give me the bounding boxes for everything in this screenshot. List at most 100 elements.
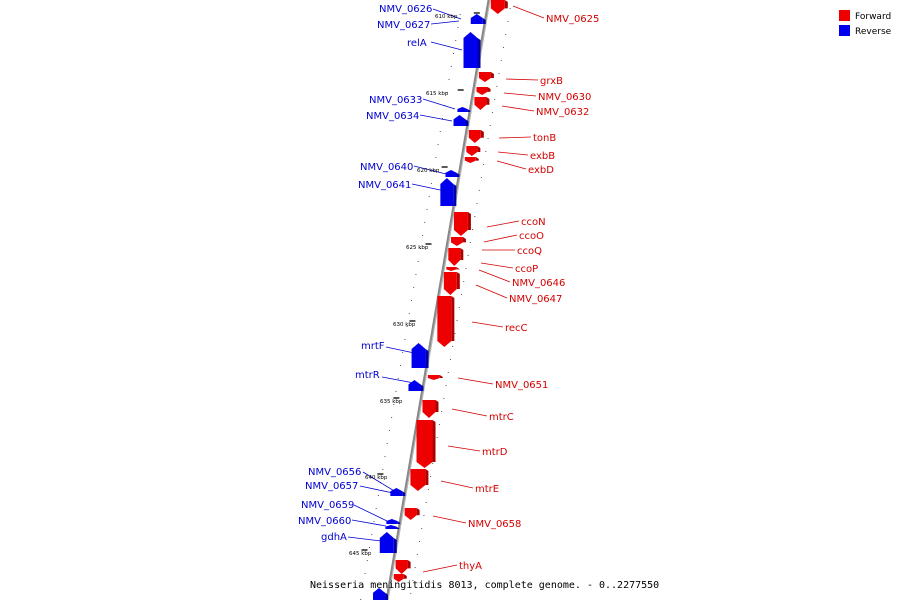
gene-label-reverse[interactable]: gdhA [321, 532, 347, 543]
gene-arrow-forward-shade [456, 267, 460, 270]
leader-line-reverse [422, 98, 456, 110]
scale-dot [485, 151, 487, 152]
scale-dot [432, 463, 434, 464]
gene-label-forward[interactable]: exbD [528, 165, 554, 176]
scale-dot [417, 261, 419, 262]
leader-line-forward [483, 234, 518, 243]
gene-arrow-forward [443, 272, 457, 295]
scale-dot [421, 528, 423, 529]
gene-arrow-forward-shade [480, 130, 484, 138]
scale-dot [382, 469, 384, 470]
scale-dot [437, 144, 439, 145]
gene-label-reverse[interactable]: NMV_0634 [366, 111, 419, 122]
scale-dot [377, 495, 379, 496]
legend-label-forward: Forward [855, 12, 891, 22]
gene-label-forward[interactable]: NMV_0630 [538, 92, 591, 103]
gene-arrow-forward [393, 574, 404, 582]
gene-arrow-reverse-shade [397, 521, 401, 524]
gene-arrow-reverse-shade [385, 592, 389, 600]
scale-dot [457, 27, 459, 28]
gene-label-forward[interactable]: exbB [530, 151, 555, 162]
gene-label-reverse[interactable]: mtrR [355, 370, 380, 381]
gene-label-reverse[interactable]: mrtF [361, 341, 385, 352]
scale-dot [469, 242, 471, 243]
gene-arrow-reverse [457, 107, 468, 112]
scale-dot [447, 372, 449, 373]
gene-label-reverse[interactable]: relA [407, 38, 427, 49]
gene-label-reverse[interactable]: NMV_0641 [358, 180, 411, 191]
scale-dot [411, 300, 413, 301]
gene-label-reverse[interactable]: NMV_0640 [360, 162, 413, 173]
leader-line-forward [498, 136, 532, 139]
label-leaders [347, 5, 545, 573]
gene-arrow-forward-shade [407, 560, 411, 569]
scale-dot [505, 34, 507, 35]
gene-label-forward[interactable]: NMV_0625 [546, 14, 599, 25]
gene-label-reverse[interactable]: NMV_0633 [369, 95, 422, 106]
scale-dot [428, 196, 430, 197]
gene-label-forward[interactable]: NMV_0632 [536, 107, 589, 118]
scale-dot [419, 248, 421, 249]
leader-line-forward [451, 408, 488, 417]
gene-label-forward[interactable]: ccoP [515, 264, 538, 275]
scale-dot [386, 443, 388, 444]
gene-label-forward[interactable]: ccoQ [517, 246, 542, 257]
gene-arrow-reverse-shade [402, 491, 406, 496]
gene-label-forward[interactable]: NMV_0647 [509, 294, 562, 305]
scale-dot [441, 118, 443, 119]
scale-dot [430, 183, 432, 184]
gene-label-forward[interactable]: thyA [459, 561, 482, 572]
scale-dot [371, 534, 373, 535]
scale-dot [480, 177, 482, 178]
leader-line-forward [480, 262, 514, 269]
gene-label-forward[interactable]: tonB [533, 133, 556, 144]
scale-dot [453, 53, 455, 54]
gene-arrow-reverse-shade [465, 119, 469, 126]
leader-line-forward [432, 515, 467, 524]
gene-label-forward[interactable]: ccoO [519, 231, 544, 242]
gene-arrow-forward [446, 267, 457, 271]
gene-arrow-forward-shade [462, 237, 466, 243]
gene-arrow-reverse [408, 380, 421, 391]
gene-arrow-forward [448, 248, 461, 266]
gene-label-forward[interactable]: recC [505, 323, 528, 334]
gene-label-forward[interactable]: mtrE [475, 484, 499, 495]
gene-arrow-forward [474, 97, 487, 110]
scale-dot [445, 385, 447, 386]
kbp-tick-marks [361, 12, 480, 551]
gene-label-reverse[interactable]: NMV_0627 [377, 20, 430, 31]
gene-arrow-reverse-shade [456, 172, 460, 177]
leader-line-forward [447, 445, 481, 452]
scale-dot [487, 138, 489, 139]
leader-line-reverse [362, 471, 397, 493]
tick-label: 630 kbp [393, 322, 416, 328]
leader-line-forward [505, 78, 539, 81]
gene-arrow-forward-shade [486, 97, 490, 105]
gene-label-forward[interactable]: NMV_0658 [468, 519, 521, 530]
gene-label-forward[interactable]: grxB [540, 76, 563, 87]
tick-label: 615 kbp [426, 91, 449, 97]
gene-label-forward[interactable]: ccoN [521, 217, 546, 228]
gene-label-forward[interactable]: NMV_0646 [512, 278, 565, 289]
gene-arrow-reverse [463, 32, 478, 68]
leader-line-reverse [432, 8, 462, 20]
gene-label-forward[interactable]: mtrC [489, 412, 514, 423]
scale-dot [402, 352, 404, 353]
leader-line-forward [497, 151, 529, 156]
scale-dot [507, 21, 509, 22]
gene-label-reverse[interactable]: NMV_0659 [301, 500, 354, 511]
gene-label-reverse[interactable]: NMV_0656 [308, 467, 361, 478]
scale-dot [384, 456, 386, 457]
gene-label-reverse[interactable]: NMV_0660 [298, 516, 351, 527]
gene-label-reverse[interactable]: NMV_0626 [379, 4, 432, 15]
scale-dot [458, 307, 460, 308]
leader-line-forward [496, 160, 527, 170]
leader-line-forward [486, 220, 520, 228]
leader-line-forward [440, 480, 474, 489]
leader-line-reverse [347, 536, 382, 542]
gene-label-reverse[interactable]: NMV_0657 [305, 481, 358, 492]
gene-label-forward[interactable]: mtrD [482, 447, 508, 458]
gene-label-forward[interactable]: NMV_0651 [495, 380, 548, 391]
scale-dot [435, 157, 437, 158]
gene-arrow-reverse-shade [393, 538, 397, 553]
